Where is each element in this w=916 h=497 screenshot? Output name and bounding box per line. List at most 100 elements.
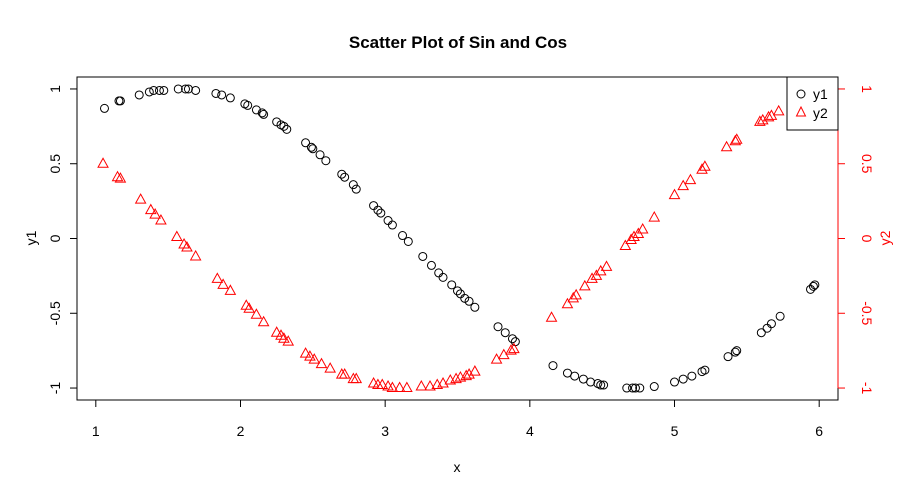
chart-title: Scatter Plot of Sin and Cos [349, 33, 567, 52]
data-point-y1 [225, 93, 235, 103]
data-point-y2 [570, 288, 582, 300]
data-point-y1 [321, 156, 331, 166]
data-point-y2 [170, 230, 183, 242]
data-point-y1 [383, 216, 393, 226]
data-point-y2 [149, 208, 161, 219]
data-point-y2 [696, 163, 708, 174]
data-point-y1 [464, 296, 474, 306]
data-point-y2 [729, 134, 742, 146]
data-point-y2 [756, 113, 769, 125]
data-point-y2 [636, 222, 649, 234]
y-axis-left-label: y1 [23, 230, 39, 245]
data-point-y1 [154, 85, 164, 95]
data-point-y1 [730, 347, 740, 357]
data-point-y1 [159, 85, 169, 95]
data-point-y1 [257, 108, 267, 118]
data-point-y1 [315, 150, 325, 160]
data-point-y1 [211, 88, 221, 98]
data-point-y1 [243, 100, 253, 110]
data-point-y1 [470, 302, 480, 312]
data-point-y1 [251, 105, 261, 115]
x-axis: 1 2 3 4 5 6 [92, 399, 823, 439]
y-left-tick-label: 0 [47, 234, 63, 242]
data-point-y1 [599, 380, 609, 390]
data-point-y2 [155, 214, 167, 225]
data-point-y2 [720, 140, 733, 152]
legend-marker-y1 [796, 89, 806, 99]
data-point-y1 [369, 201, 379, 211]
data-point-y1 [649, 382, 659, 392]
data-point-y1 [181, 84, 191, 94]
data-point-y2 [211, 272, 224, 283]
data-point-y1 [191, 85, 201, 95]
x-tick-label: 2 [237, 423, 245, 439]
y-right-tick-label: -1 [859, 382, 875, 395]
data-point-y1 [134, 90, 144, 100]
data-point-y2 [250, 308, 263, 319]
data-point-y2 [754, 115, 766, 126]
data-point-y1 [259, 109, 269, 119]
data-point-y2 [463, 368, 475, 379]
data-point-y1 [308, 144, 318, 154]
data-point-y2 [367, 377, 380, 388]
data-point-y1 [426, 260, 436, 270]
data-point-y1 [398, 231, 408, 241]
x-tick-label: 6 [815, 423, 823, 439]
legend-label-y2: y2 [813, 105, 828, 121]
y-axis-right: -1 -0.5 0 0.5 1 [837, 85, 875, 395]
data-point-y2 [684, 173, 697, 185]
data-point-y2 [338, 368, 351, 379]
data-point-y1 [678, 374, 688, 384]
data-point-y2 [469, 365, 481, 376]
data-point-y1 [808, 281, 818, 291]
data-point-y2 [450, 372, 462, 384]
data-point-y1 [628, 383, 638, 393]
data-point-y1 [149, 85, 159, 95]
data-point-y2 [386, 381, 399, 393]
data-point-y1 [337, 169, 347, 179]
data-point-y1 [493, 322, 503, 332]
data-point-y2 [217, 278, 229, 289]
data-point-y2 [625, 233, 637, 244]
data-point-y2 [437, 377, 449, 388]
data-point-y1 [387, 220, 397, 230]
data-point-y2 [772, 104, 785, 116]
data-point-y2 [376, 378, 389, 390]
series-layer [97, 84, 820, 393]
data-point-y1 [99, 103, 109, 113]
data-point-y2 [144, 203, 157, 215]
data-point-y2 [762, 110, 775, 122]
data-point-y2 [600, 260, 613, 271]
data-point-y1 [434, 268, 444, 278]
x-tick-label: 3 [381, 423, 389, 439]
y-axis-right-label: y2 [877, 230, 893, 245]
data-point-y1 [507, 334, 517, 344]
data-point-y2 [545, 311, 558, 322]
data-point-y2 [415, 380, 428, 391]
legend-label-y1: y1 [813, 86, 828, 102]
data-point-y2 [257, 315, 270, 327]
data-point-y1 [687, 371, 697, 381]
data-point-y1 [376, 208, 386, 218]
data-point-y1 [622, 383, 632, 393]
data-point-y1 [732, 346, 742, 356]
data-point-y1 [306, 142, 316, 152]
data-point-y2 [270, 326, 283, 337]
data-point-y2 [508, 342, 520, 354]
data-point-y2 [278, 332, 290, 343]
data-point-y2 [567, 291, 580, 303]
data-point-y1 [548, 361, 558, 371]
data-point-y1 [348, 180, 358, 190]
data-point-y1 [351, 184, 361, 194]
data-point-y2 [561, 297, 574, 309]
data-point-y2 [224, 284, 237, 295]
y-left-tick-label: 1 [47, 85, 63, 93]
data-point-y1 [418, 251, 428, 261]
data-point-y2 [97, 157, 109, 168]
data-point-y2 [134, 193, 147, 204]
data-point-y1 [115, 96, 125, 106]
data-point-y2 [308, 353, 321, 364]
data-point-y1 [173, 84, 183, 94]
data-point-y1 [282, 124, 292, 134]
